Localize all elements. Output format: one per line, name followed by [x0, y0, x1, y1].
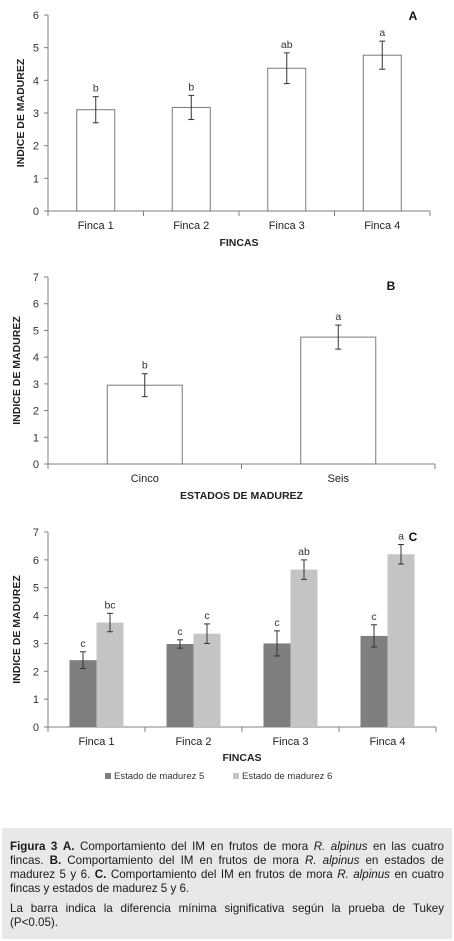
y-tick-label: 5	[33, 583, 39, 595]
panel-letter: C	[409, 530, 418, 544]
caption-c-species: R. alpinus	[337, 868, 390, 881]
significance-label: bc	[104, 599, 115, 611]
x-tick-label: Cinco	[131, 473, 159, 485]
caption-b-text2: en estados de madurez 5 y 6.	[10, 854, 444, 881]
x-tick-label: Finca 4	[364, 220, 400, 232]
y-tick-label: 4	[33, 352, 39, 364]
legend-swatch	[105, 773, 111, 779]
x-axis-title: FINCAS	[222, 752, 261, 764]
bar	[106, 384, 183, 465]
y-tick-label: 4	[33, 611, 39, 623]
caption-a-text2: en las cuatro fincas.	[10, 840, 444, 867]
y-tick-label: 7	[33, 272, 39, 284]
bar	[166, 643, 194, 727]
caption-b-letter: B.	[49, 854, 62, 867]
y-axis-title: INDICE DE MADUREZ	[11, 575, 23, 684]
panel-letter: B	[387, 279, 396, 293]
y-tick-label: 6	[33, 555, 39, 567]
significance-label: b	[93, 83, 99, 95]
significance-label: b	[188, 81, 194, 93]
y-axis-title: INDICE DE MADUREZ	[15, 58, 27, 167]
x-axis-title: FINCAS	[219, 237, 258, 249]
caption-main: Figura 3 A. Comportamiento del IM en fru…	[10, 840, 444, 896]
caption-b-text1: Comportamiento del IM en frutos de mora	[67, 854, 299, 867]
chart-a: 0 1 2 3 4 5 6 Finca 1 Finca 2 Finca 3 Finca 4 b b ab a…	[15, 9, 431, 249]
y-tick-label: 5	[33, 43, 39, 55]
significance-label: c	[371, 611, 376, 623]
y-tick-label: 2	[33, 406, 39, 418]
caption-c-letter: C.	[94, 868, 107, 881]
y-tick-label: 3	[33, 108, 39, 120]
legend-label: Estado de madurez 5	[114, 771, 204, 782]
caption-c-text1: Comportamiento del IM en frutos de mora	[110, 868, 333, 881]
caption-fig-label: Figura 3	[10, 840, 58, 853]
legend-swatch	[233, 773, 239, 779]
bar	[290, 569, 318, 727]
y-tick-label: 3	[33, 379, 39, 391]
y-tick-label: 3	[33, 638, 39, 650]
bar	[193, 633, 221, 727]
x-tick-label: Finca 4	[369, 736, 405, 748]
bar	[69, 660, 97, 727]
y-tick-label: 2	[33, 141, 39, 153]
significance-label: b	[142, 360, 148, 372]
x-tick-label: Finca 1	[78, 220, 114, 232]
y-tick-label: 6	[33, 10, 39, 22]
x-axis-title: ESTADOS DE MADUREZ	[180, 490, 303, 502]
y-tick-label: 0	[33, 206, 39, 218]
bar	[267, 67, 307, 212]
caption-a-species: R. alpinus	[313, 840, 368, 853]
chart-c: 0 1 2 3 4 5 6 7 Finca 1 Finca 2 Finca 3 Finca 4 c c c c…	[11, 527, 437, 782]
panel-letter: A	[409, 9, 418, 23]
significance-label: c	[274, 617, 279, 629]
y-tick-label: 2	[33, 666, 39, 678]
bar	[362, 54, 402, 212]
caption-a-letter: A.	[62, 840, 75, 853]
caption-c-text2: en cuatro fincas y estados de madurez 5 …	[10, 868, 444, 895]
x-tick-label: Finca 2	[175, 736, 211, 748]
x-tick-label: Seis	[328, 473, 350, 485]
significance-label: a	[335, 311, 341, 323]
caption-b-species: R. alpinus	[304, 854, 360, 867]
significance-label: c	[80, 638, 85, 650]
figure-caption: Figura 3 A. Comportamiento del IM en fru…	[2, 828, 452, 939]
x-tick-label: Finca 3	[272, 736, 308, 748]
bar	[360, 635, 388, 727]
y-tick-label: 1	[33, 173, 39, 185]
x-tick-label: Finca 1	[78, 736, 114, 748]
x-tick-label: Finca 3	[269, 220, 305, 232]
significance-label: ab	[298, 546, 310, 558]
bar	[171, 106, 211, 212]
bar	[76, 109, 116, 212]
significance-label: ab	[281, 39, 293, 51]
y-tick-label: 0	[33, 459, 39, 471]
legend-label: Estado de madurez 6	[242, 771, 332, 782]
bar	[96, 622, 124, 727]
y-tick-label: 6	[33, 299, 39, 311]
chart-b: 0 1 2 3 4 5 6 7 Cinco Seis b a B INDICE DE MADUREZ EST…	[11, 272, 436, 502]
bar	[263, 643, 291, 727]
y-tick-label: 1	[33, 432, 39, 444]
y-axis-title: INDICE DE MADUREZ	[11, 316, 23, 425]
caption-a-text1: Comportamiento del IM en frutos de mora	[79, 840, 309, 853]
caption-note: La barra indica la diferencia mínima sig…	[10, 902, 444, 929]
bar	[387, 554, 415, 727]
significance-label: a	[398, 531, 404, 543]
x-tick-label: Finca 2	[173, 220, 209, 232]
y-tick-label: 1	[33, 694, 39, 706]
bar	[300, 336, 377, 465]
significance-label: a	[379, 27, 385, 39]
y-tick-label: 0	[33, 722, 39, 734]
significance-label: c	[177, 626, 182, 638]
y-tick-label: 4	[33, 75, 39, 87]
y-tick-label: 7	[33, 527, 39, 539]
significance-label: c	[204, 610, 209, 622]
y-tick-label: 5	[33, 325, 39, 337]
